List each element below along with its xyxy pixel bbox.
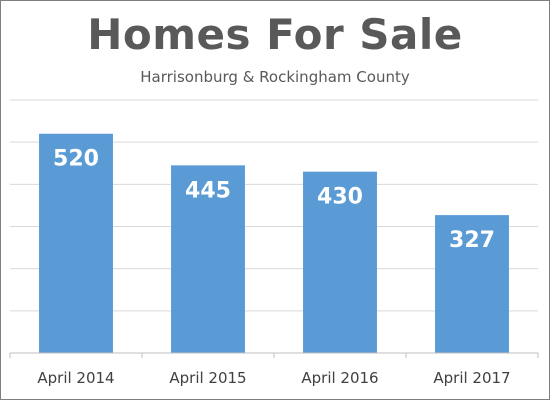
x-tick-label-3: April 2016 bbox=[301, 369, 378, 387]
bar-2 bbox=[171, 165, 245, 353]
x-tick-label-1: April 2014 bbox=[37, 369, 114, 387]
bar-1 bbox=[39, 133, 113, 353]
data-label-4: 327 bbox=[449, 228, 495, 253]
chart-title: Homes For Sale bbox=[87, 10, 463, 59]
data-labels: 520 445 430 327 bbox=[53, 147, 495, 253]
chart-subtitle: Harrisonburg & Rockingham County bbox=[140, 68, 410, 86]
data-label-3: 430 bbox=[317, 185, 363, 210]
x-tick-label-2: April 2015 bbox=[169, 369, 246, 387]
data-label-2: 445 bbox=[185, 178, 231, 203]
bar-3 bbox=[303, 171, 377, 353]
bars bbox=[39, 133, 509, 353]
x-tick-label-4: April 2017 bbox=[433, 369, 510, 387]
x-axis-ticks: April 2014 April 2015 April 2016 April 2017 bbox=[9, 353, 539, 387]
bar-4 bbox=[435, 215, 509, 353]
data-label-1: 520 bbox=[53, 147, 99, 172]
